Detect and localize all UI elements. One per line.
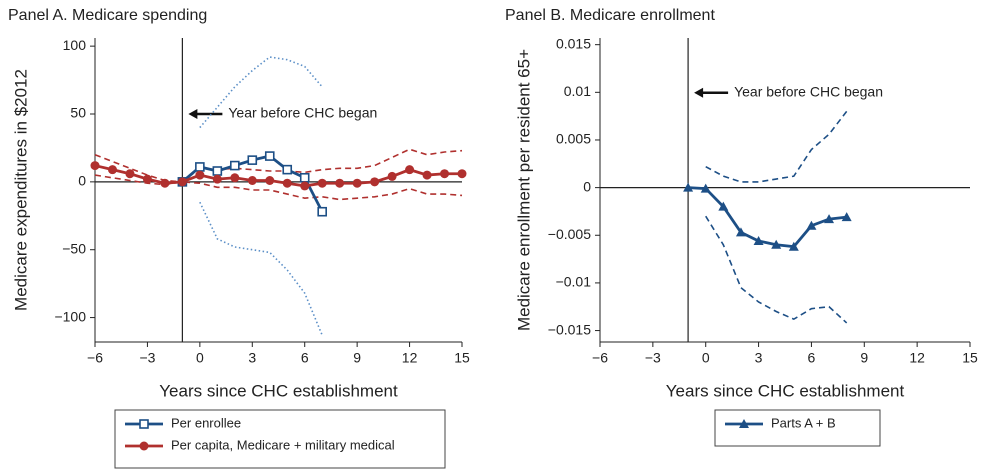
marker [457, 169, 467, 179]
ci-upper [199, 56, 323, 129]
marker [247, 155, 258, 165]
legend-box [114, 409, 446, 469]
y-tick-label: −0.005 [548, 226, 591, 242]
y-axis-title: Medicare expenditures in $2012 [11, 69, 30, 311]
x-tick-label: 15 [962, 350, 978, 366]
marker [753, 235, 764, 245]
x-tick-label: 6 [301, 350, 309, 366]
x-tick-label: 0 [196, 350, 204, 366]
series-line [688, 186, 847, 249]
x-tick-label: −6 [87, 350, 103, 366]
x-tick-label: 15 [454, 350, 470, 366]
marker [282, 164, 293, 175]
marker [125, 169, 135, 179]
marker [264, 151, 275, 161]
marker [139, 419, 149, 429]
series-line [94, 164, 462, 188]
legend-label: Per enrollee [171, 415, 241, 430]
marker [387, 171, 397, 181]
marker [352, 178, 362, 188]
marker [160, 178, 170, 188]
panel-title: Panel B. Medicare enrollment [505, 7, 715, 24]
y-tick-label: 0.015 [556, 35, 591, 51]
x-tick-label: −3 [139, 350, 155, 366]
y-tick-label: 0 [78, 173, 86, 189]
ci-upper [94, 148, 463, 183]
ci-lower [94, 174, 463, 201]
marker [718, 201, 729, 211]
annotation-arrowhead [694, 87, 704, 98]
y-tick-label: −100 [54, 308, 86, 324]
annotation: Year before CHC began [228, 105, 377, 121]
x-tick-label: 3 [755, 350, 763, 366]
marker [212, 166, 223, 176]
x-tick-label: 3 [248, 350, 256, 366]
marker [735, 227, 746, 237]
marker [195, 170, 205, 180]
y-tick-label: −50 [62, 240, 86, 256]
marker [824, 214, 835, 224]
marker [771, 239, 782, 249]
marker [195, 162, 205, 172]
marker [230, 160, 240, 171]
y-tick-label: −0.015 [548, 321, 591, 337]
y-tick-label: 50 [70, 105, 86, 121]
x-tick-label: −3 [645, 350, 661, 366]
x-tick-label: 6 [808, 350, 816, 366]
x-tick-label: −6 [592, 350, 608, 366]
y-tick-label: 0 [583, 178, 591, 194]
marker [177, 177, 187, 187]
y-tick-label: 100 [63, 37, 87, 53]
ci-lower [199, 201, 323, 336]
panel-title: Panel A. Medicare spending [8, 7, 207, 24]
marker [405, 165, 415, 175]
y-tick-label: −0.01 [556, 274, 592, 290]
marker [683, 182, 694, 192]
marker [247, 176, 257, 185]
x-axis-title: Years since CHC establishment [159, 381, 398, 400]
marker [142, 174, 152, 184]
marker [212, 174, 222, 184]
ci-lower [705, 215, 848, 324]
marker [422, 170, 432, 180]
ci-upper [705, 110, 848, 183]
y-axis-title: Medicare enrollment per resident 65+ [514, 49, 533, 331]
marker [739, 419, 749, 428]
marker [300, 181, 310, 191]
marker [317, 206, 327, 217]
marker [107, 165, 117, 175]
y-tick-label: 0.005 [556, 131, 591, 147]
x-axis-title: Years since CHC establishment [666, 381, 905, 400]
x-tick-label: 0 [702, 350, 710, 366]
marker [282, 178, 292, 188]
x-tick-label: 12 [402, 350, 418, 366]
marker [788, 241, 799, 251]
y-tick-label: 0.01 [564, 83, 591, 99]
marker [317, 178, 327, 188]
marker [335, 178, 345, 188]
marker [230, 173, 240, 183]
annotation: Year before CHC began [734, 83, 883, 99]
marker [265, 176, 275, 185]
marker [806, 220, 817, 230]
legend-label: Per capita, Medicare + military medical [171, 437, 395, 452]
marker [90, 161, 100, 171]
marker [370, 177, 380, 187]
legend-label: Parts A + B [771, 415, 836, 430]
marker [841, 212, 852, 222]
marker [139, 441, 149, 451]
marker [299, 172, 310, 183]
x-tick-label: 9 [353, 350, 361, 366]
x-tick-label: 9 [860, 350, 868, 366]
marker [700, 183, 711, 193]
marker [440, 169, 450, 179]
annotation-arrowhead [188, 109, 198, 119]
x-tick-label: 12 [909, 350, 925, 366]
